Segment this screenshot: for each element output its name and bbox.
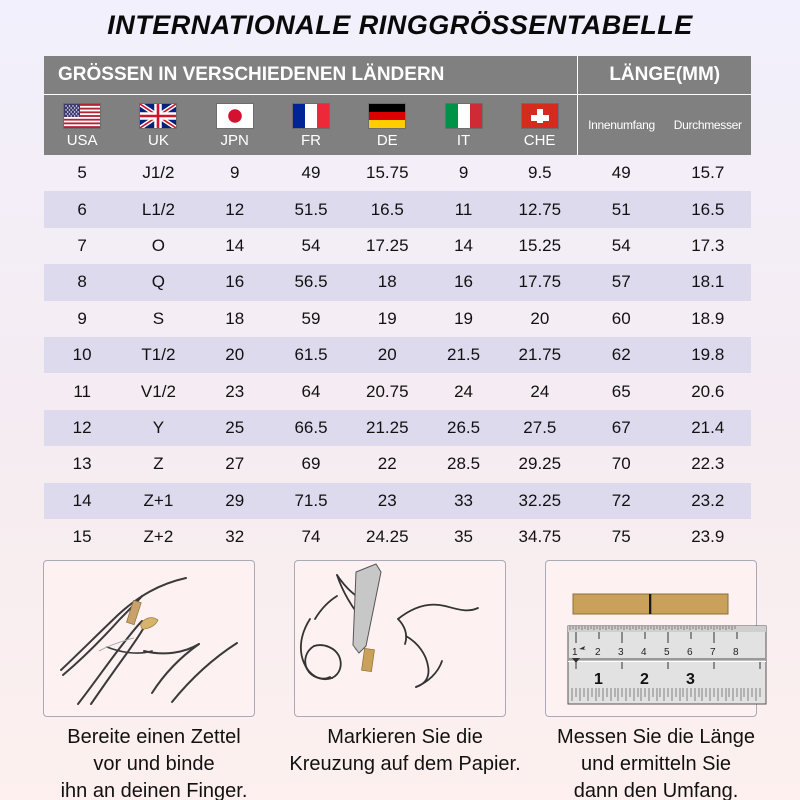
svg-text:1: 1 (572, 647, 578, 658)
svg-text:3: 3 (618, 647, 624, 658)
svg-text:2: 2 (595, 647, 601, 658)
svg-text:3: 3 (686, 671, 695, 688)
svg-text:2: 2 (640, 671, 649, 688)
svg-text:4: 4 (641, 647, 647, 658)
svg-text:6: 6 (687, 647, 693, 658)
svg-text:1: 1 (594, 671, 603, 688)
svg-text:7: 7 (710, 647, 716, 658)
svg-text:5: 5 (664, 647, 670, 658)
svg-text:8: 8 (733, 647, 739, 658)
